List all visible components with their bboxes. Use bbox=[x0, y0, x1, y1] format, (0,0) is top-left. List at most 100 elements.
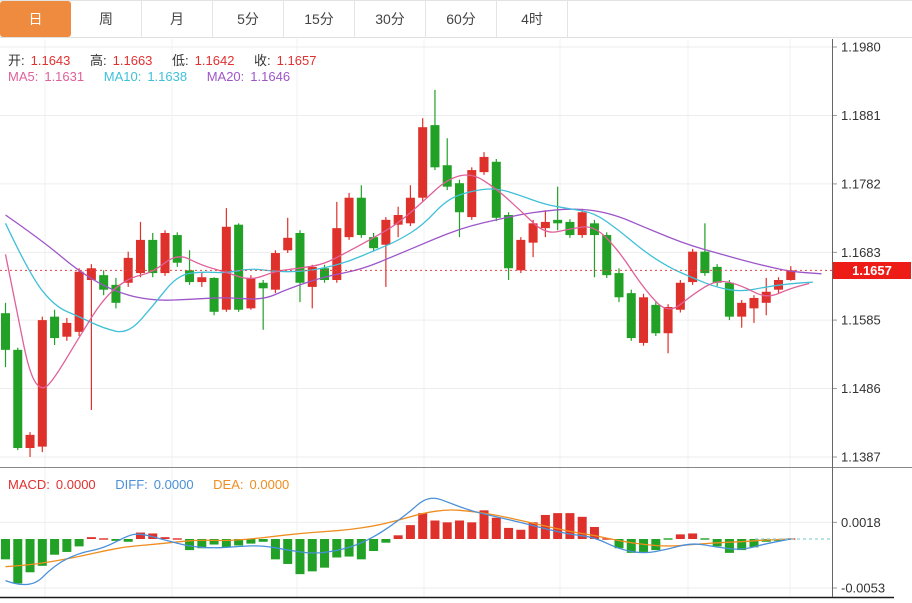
tab-5分[interactable]: 5分 bbox=[213, 1, 284, 37]
macd-bar bbox=[37, 539, 47, 566]
macd-bar bbox=[577, 516, 587, 539]
tab-月[interactable]: 月 bbox=[142, 1, 213, 37]
macd-bar bbox=[688, 533, 698, 539]
diff-line bbox=[5, 497, 791, 586]
macd-bar bbox=[13, 539, 23, 584]
macd-bar bbox=[540, 514, 550, 539]
macd-bar bbox=[1, 539, 10, 560]
macd-bar bbox=[639, 539, 649, 552]
macd-bar bbox=[614, 539, 624, 549]
candle-body bbox=[602, 235, 612, 276]
macd-bar bbox=[381, 539, 391, 543]
macd-bar bbox=[430, 520, 440, 539]
svg-text:1.1881: 1.1881 bbox=[841, 108, 881, 123]
tab-15分[interactable]: 15分 bbox=[284, 1, 355, 37]
candle-body bbox=[700, 251, 710, 274]
svg-text:1.1486: 1.1486 bbox=[841, 381, 881, 396]
svg-text:-0.0053: -0.0053 bbox=[841, 580, 885, 595]
svg-text:0.0018: 0.0018 bbox=[841, 515, 881, 530]
candle-body bbox=[283, 237, 293, 251]
candle-body bbox=[123, 257, 133, 283]
candle-body bbox=[688, 251, 698, 283]
candle-body bbox=[467, 170, 477, 218]
macd-bar bbox=[320, 539, 330, 568]
candle-body bbox=[246, 277, 256, 309]
candle-body bbox=[516, 239, 526, 271]
candle-body bbox=[50, 316, 60, 339]
candle-body bbox=[614, 273, 624, 298]
candle-body bbox=[381, 219, 391, 245]
macd-bar bbox=[332, 539, 342, 558]
macd-bar bbox=[553, 513, 563, 539]
candle-body bbox=[74, 271, 84, 332]
chart-area: 1.1980 1.1881 1.1782 1.1683 1.1585 1.1486 1.13… bbox=[0, 38, 912, 603]
tab-30分[interactable]: 30分 bbox=[355, 1, 426, 37]
macd-bar bbox=[246, 539, 256, 544]
candlestick-chart[interactable]: 1.1980 1.1881 1.1782 1.1683 1.1585 1.1486 1.13… bbox=[0, 38, 912, 603]
macd-bar bbox=[442, 522, 452, 539]
macd-bar bbox=[160, 537, 170, 539]
macd-bar bbox=[270, 539, 280, 560]
tab-日[interactable]: 日 bbox=[0, 1, 71, 37]
candle-body bbox=[25, 434, 35, 449]
current-price-tag: 1.1657 bbox=[833, 262, 911, 279]
macd-bar bbox=[737, 539, 747, 551]
candle-body bbox=[405, 197, 415, 224]
chart-frame bbox=[0, 39, 912, 599]
macd-bar bbox=[504, 527, 514, 539]
macd-bar bbox=[700, 538, 710, 540]
candle-body bbox=[504, 215, 514, 269]
macd-bar bbox=[86, 537, 96, 539]
candle-body bbox=[724, 282, 734, 317]
macd-bar bbox=[185, 539, 195, 551]
macd-bar bbox=[651, 539, 661, 551]
macd-bar bbox=[418, 513, 428, 539]
macd-bar bbox=[74, 539, 84, 547]
macd-bar bbox=[295, 539, 305, 575]
macd-bar bbox=[111, 539, 121, 541]
tab-60分[interactable]: 60分 bbox=[426, 1, 497, 37]
macd-histogram bbox=[1, 510, 796, 584]
tab-4时[interactable]: 4时 bbox=[497, 1, 568, 37]
svg-text:1.1683: 1.1683 bbox=[841, 245, 881, 260]
macd-axis: 0.0018 -0.0053 bbox=[0, 515, 885, 595]
candle-body bbox=[356, 197, 366, 236]
candle-body bbox=[258, 282, 268, 289]
candle-body bbox=[418, 127, 428, 198]
macd-bar bbox=[135, 532, 145, 539]
candle-body bbox=[749, 297, 759, 309]
candle-body bbox=[479, 156, 489, 173]
svg-text:1.1782: 1.1782 bbox=[841, 176, 881, 191]
candle-body bbox=[540, 221, 550, 229]
macd-bar bbox=[209, 539, 219, 545]
macd-bar bbox=[405, 525, 415, 539]
macd-bar bbox=[516, 529, 526, 539]
candle-body bbox=[786, 270, 796, 281]
macd-bar bbox=[50, 539, 60, 555]
macd-bar bbox=[491, 517, 501, 539]
tab-周[interactable]: 周 bbox=[71, 1, 142, 37]
ma20-line bbox=[5, 208, 822, 301]
macd-bar bbox=[99, 538, 109, 540]
candle-body bbox=[651, 304, 661, 334]
macd-bar bbox=[369, 539, 379, 552]
candle-body bbox=[148, 239, 158, 274]
candle-body bbox=[332, 228, 342, 281]
candle-body bbox=[209, 277, 219, 312]
candle-body bbox=[234, 224, 244, 310]
candle-body bbox=[430, 125, 440, 168]
candle-body bbox=[737, 302, 747, 317]
candle-body bbox=[172, 235, 182, 263]
macd-bar bbox=[589, 526, 599, 539]
candle-body bbox=[111, 284, 121, 303]
macd-bar bbox=[172, 538, 182, 540]
macd-bar bbox=[479, 510, 489, 539]
candle-body bbox=[135, 239, 145, 274]
svg-text:1.1980: 1.1980 bbox=[841, 40, 881, 55]
macd-bar bbox=[258, 539, 268, 542]
macd-bar bbox=[307, 539, 317, 572]
ma5-line bbox=[4, 174, 810, 389]
candle-body bbox=[37, 320, 47, 447]
candle-body bbox=[663, 306, 673, 334]
